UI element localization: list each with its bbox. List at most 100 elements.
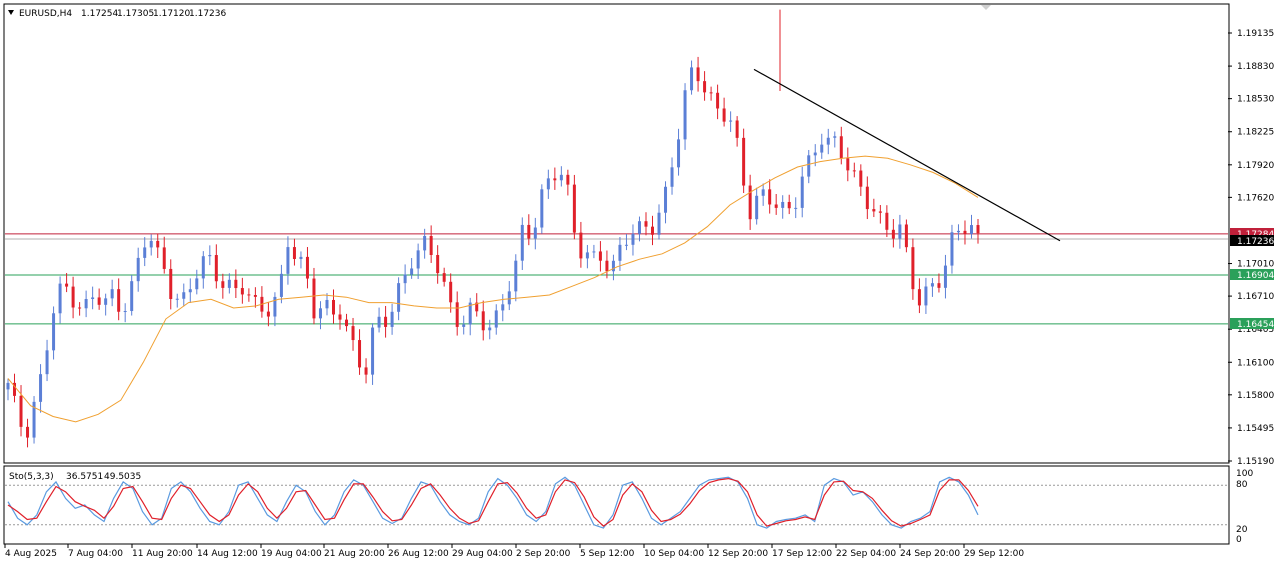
open-value: 1.17254 xyxy=(81,9,118,19)
bull-candle xyxy=(898,224,902,239)
bull-candle xyxy=(188,289,192,293)
bear-candle xyxy=(722,108,726,122)
bear-candle xyxy=(644,221,648,227)
bull-candle xyxy=(950,232,954,266)
bear-candle xyxy=(305,256,309,279)
bull-candle xyxy=(501,304,505,311)
bull-candle xyxy=(507,291,511,305)
support-upper-price-tag xyxy=(1230,269,1274,280)
bull-candle xyxy=(325,299,329,309)
y-tick-label: 1.15495 xyxy=(1237,424,1274,434)
y-axis: 1.19135 1.18830 1.18530 1.18225 1.17920 1.176… xyxy=(1228,29,1274,467)
oscillator-value-signal: 49.5035 xyxy=(104,472,141,482)
x-tick-label: 4 Aug 2025 xyxy=(5,549,57,559)
bull-candle xyxy=(670,167,674,187)
bull-candle xyxy=(657,212,661,235)
bear-candle xyxy=(384,316,388,327)
x-tick-label: 11 Aug 20:00 xyxy=(132,549,193,559)
oscillator-area xyxy=(5,476,1228,529)
bear-candle xyxy=(650,226,654,235)
y-tick-label: 1.16405 xyxy=(1237,325,1274,335)
osc-level-0: 0 xyxy=(1236,535,1242,545)
bull-candle xyxy=(969,225,973,234)
bull-candle xyxy=(820,144,824,153)
bear-candle xyxy=(976,225,980,234)
bear-candle xyxy=(703,81,707,93)
bear-candle xyxy=(338,314,342,320)
bear-candle xyxy=(214,255,218,282)
bear-candle xyxy=(917,289,921,306)
bull-candle xyxy=(182,292,186,299)
bull-candle xyxy=(494,310,498,328)
close-value: 1.17236 xyxy=(189,9,226,19)
y-tick-label: 1.18830 xyxy=(1237,62,1274,72)
bear-candle xyxy=(527,224,531,239)
bull-candle xyxy=(637,221,641,234)
bear-candle xyxy=(358,340,362,368)
bull-candle xyxy=(559,174,563,181)
bull-candle xyxy=(397,283,401,312)
bull-candle xyxy=(390,311,394,327)
x-tick-label: 26 Aug 12:00 xyxy=(388,549,449,559)
bear-candle xyxy=(266,311,270,317)
bear-candle xyxy=(345,319,349,327)
y-tick-label: 1.15800 xyxy=(1237,391,1274,401)
bull-candle xyxy=(729,120,733,122)
bull-candle xyxy=(592,251,596,253)
bear-candle xyxy=(312,278,316,319)
bear-candle xyxy=(885,212,889,230)
bull-candle xyxy=(201,256,205,279)
bear-candle xyxy=(162,247,166,269)
bear-candle xyxy=(872,209,876,212)
bull-candle xyxy=(826,137,830,145)
bear-candle xyxy=(97,297,101,305)
bear-candle xyxy=(442,273,446,282)
bear-candle xyxy=(65,283,69,287)
bull-candle xyxy=(273,296,277,317)
y-tick-label: 1.17620 xyxy=(1237,193,1274,203)
bear-candle xyxy=(234,279,238,289)
bear-candle xyxy=(846,158,850,171)
bull-candle xyxy=(403,274,407,284)
collapse-triangle-icon[interactable] xyxy=(8,10,14,15)
bull-candle xyxy=(377,316,381,328)
x-tick-label: 12 Sep 20:00 xyxy=(708,549,768,559)
price-area xyxy=(5,9,1228,448)
bull-candle xyxy=(943,265,947,288)
bear-candle xyxy=(696,67,700,82)
bear-candle xyxy=(709,92,713,94)
bull-candle xyxy=(533,227,537,239)
bear-candle xyxy=(768,189,772,205)
bull-candle xyxy=(664,186,668,213)
bear-candle xyxy=(878,211,882,213)
bull-candle xyxy=(84,299,88,309)
bear-candle xyxy=(169,268,173,300)
support-lower-price-tag xyxy=(1230,318,1274,329)
y-tick-label: 1.18225 xyxy=(1237,128,1274,138)
bull-candle xyxy=(371,327,375,375)
bull-candle xyxy=(683,90,687,140)
bull-candle xyxy=(540,189,544,228)
bear-candle xyxy=(156,240,160,248)
bear-candle xyxy=(481,311,485,331)
bear-candle xyxy=(253,295,257,297)
bull-candle xyxy=(462,324,466,327)
bull-candle xyxy=(514,260,518,292)
bull-candle xyxy=(45,350,49,375)
bull-candle xyxy=(677,139,681,168)
osc-level-20: 20 xyxy=(1236,525,1248,535)
bear-candle xyxy=(579,232,583,259)
bear-candle xyxy=(26,426,30,438)
bull-candle xyxy=(143,247,147,258)
bull-candle xyxy=(32,401,36,438)
bear-candle xyxy=(774,204,778,208)
bear-candle xyxy=(904,224,908,248)
bull-candle xyxy=(208,255,212,257)
x-tick-label: 14 Aug 12:00 xyxy=(197,549,258,559)
bull-candle xyxy=(755,195,759,220)
bear-candle xyxy=(13,382,17,396)
bull-candle xyxy=(123,311,127,313)
bear-candle xyxy=(553,178,557,181)
chart-shift-marker-icon[interactable] xyxy=(981,5,991,10)
oscillator-name: Sto(5,3,3) xyxy=(9,472,54,482)
